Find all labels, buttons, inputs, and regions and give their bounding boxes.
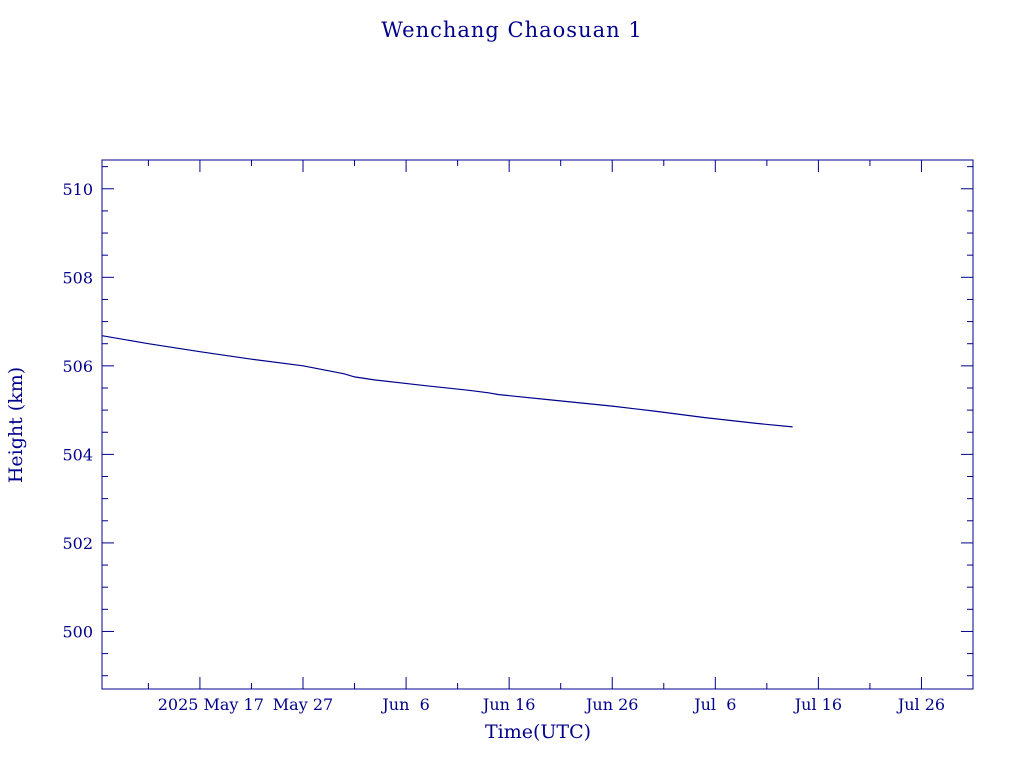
- plot-frame: [101, 159, 974, 690]
- x-axis-label: Time(UTC): [485, 721, 591, 743]
- y-tick-label: 502: [62, 534, 93, 553]
- y-axis-label: Height (km): [5, 367, 27, 483]
- x-tick-label: Jul 6: [692, 695, 736, 714]
- chart-title: Wenchang Chaosuan 1: [381, 18, 642, 42]
- x-tick-label: Jun 26: [584, 695, 638, 714]
- y-tick-label: 500: [62, 622, 93, 641]
- x-tick-labels: 2025 May 17 May 27 Jun 6 Jun 16 Jun 26 Jul 6 J…: [158, 695, 945, 714]
- x-tick-label: Jul 16: [793, 695, 842, 714]
- x-tick-label: Jun 16: [481, 695, 535, 714]
- x-tick-label: May 27: [273, 695, 333, 714]
- y-tick-label: 504: [62, 445, 93, 464]
- y-tick-labels: 500 502 504 506 508 510: [62, 180, 93, 642]
- y-tick-label: 506: [62, 357, 93, 376]
- y-tick-label: 510: [62, 180, 93, 199]
- x-tick-label: Jun 6: [380, 695, 429, 714]
- x-tick-label: 2025 May 17: [158, 695, 264, 714]
- axis-ticks: [102, 160, 974, 689]
- x-tick-label: Jul 26: [896, 695, 945, 714]
- y-tick-label: 508: [62, 268, 93, 287]
- height-series-line: [101, 335, 793, 428]
